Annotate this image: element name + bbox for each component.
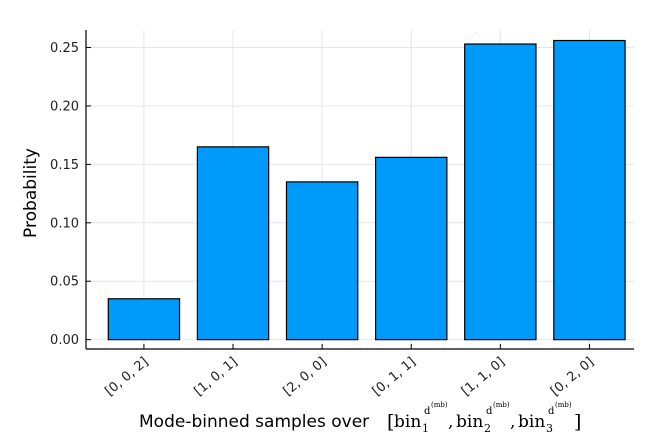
- bar: [196, 146, 270, 341]
- bar: [374, 156, 448, 341]
- math-bracket-close: ]: [574, 411, 581, 433]
- bar: [553, 39, 626, 341]
- x-tick-label: [0, 1, 1]: [370, 355, 419, 400]
- math-bin: bin: [518, 412, 545, 432]
- x-tick-label: [2, 0, 0]: [281, 355, 330, 400]
- y-axis-label: Probability: [21, 148, 41, 238]
- math-subscript: 2: [484, 422, 491, 435]
- bars: [107, 39, 626, 341]
- math-subscript: 1: [422, 422, 429, 435]
- bar: [285, 181, 359, 341]
- x-ticks: [0, 0, 2] [1, 0, 1] [2, 0, 0] [0, 1, 1] [1, …: [102, 344, 597, 399]
- bar: [107, 298, 181, 341]
- math-superscript-2: (mb): [555, 401, 572, 409]
- y-tick-label: 0.20: [50, 99, 79, 114]
- math-subscript: 3: [546, 422, 553, 435]
- x-axis-label-text: Mode-binned samples over: [139, 412, 369, 432]
- math-bin: bin: [394, 412, 421, 432]
- x-tick-label: [0, 0, 2]: [102, 355, 151, 400]
- x-axis-label-math: [bin 1d(mb), bin 2d(mb), bin 3d(mb)]: [387, 401, 581, 435]
- math-bracket-open: [: [387, 411, 394, 433]
- x-axis-label: Mode-binned samples over [bin 1d(mb), bin 2…: [139, 401, 581, 435]
- axes: [85, 30, 634, 350]
- math-superscript: d: [424, 406, 431, 417]
- math-superscript-2: (mb): [493, 401, 510, 409]
- math-separator: ,: [510, 412, 515, 432]
- math-superscript-2: (mb): [431, 401, 448, 409]
- y-tick-label: 0.00: [50, 333, 79, 348]
- y-ticks: 0.00 0.05 0.10 0.15 0.20 0.25: [50, 41, 91, 348]
- y-tick-label: 0.05: [50, 275, 79, 290]
- math-superscript: d: [486, 406, 493, 417]
- math-bin: bin: [456, 412, 483, 432]
- y-tick-label: 0.25: [50, 41, 79, 56]
- math-superscript: d: [548, 406, 555, 417]
- math-separator: ,: [448, 412, 453, 432]
- y-tick-label: 0.15: [50, 158, 79, 173]
- y-tick-label: 0.10: [50, 216, 79, 231]
- x-tick-label: [1, 0, 1]: [192, 355, 241, 400]
- bar: [464, 43, 537, 341]
- x-tick-label: [0, 2, 0]: [548, 355, 597, 400]
- x-tick-label: [1, 1, 0]: [459, 355, 508, 400]
